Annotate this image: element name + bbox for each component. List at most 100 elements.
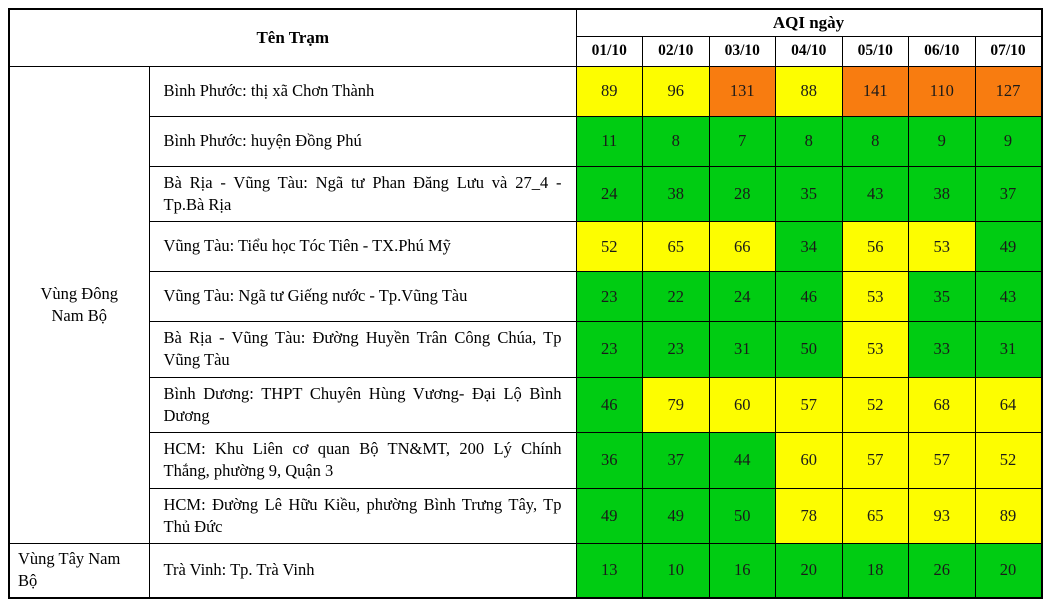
station-name-cell: HCM: Đường Lê Hữu Kiều, phường Bình Trưn… [148, 487, 577, 545]
aqi-value-cell: 11 [575, 115, 644, 167]
date-header-row: 01/10 02/10 03/10 04/10 05/10 06/10 07/10 [9, 35, 1043, 67]
table-row: Bà Rịa - Vũng Tàu: Đường Huyền Trân Công… [9, 321, 1043, 378]
aqi-value-cell: 20 [775, 543, 843, 599]
region-label: Vùng Tây Nam Bộ [18, 549, 121, 591]
aqi-value-cell: 38 [642, 165, 710, 223]
aqi-value-cell: 93 [908, 487, 976, 545]
aqi-value-cell: 53 [841, 271, 910, 323]
aqi-value-cell: 20 [974, 543, 1043, 599]
date-header-01-10: 01/10 [575, 35, 644, 67]
aqi-value-cell: 53 [841, 321, 910, 378]
aqi-value-cell: 8 [642, 115, 710, 167]
date-header-04-10: 04/10 [775, 35, 843, 67]
header-group-row: Tên Trạm AQI ngày [8, 8, 1043, 67]
aqi-value-cell: 49 [642, 487, 710, 545]
station-name-cell: Bình Dương: THPT Chuyên Hùng Vương- Đại … [148, 376, 577, 434]
aqi-value-cell: 9 [974, 115, 1043, 167]
aqi-value-cell: 79 [642, 376, 710, 434]
aqi-value-cell: 53 [908, 221, 976, 273]
aqi-value-cell: 49 [575, 487, 644, 545]
aqi-value-cell: 16 [708, 543, 777, 599]
region-cell: Vùng Tây Nam Bộ [8, 543, 150, 599]
aqi-value-cell: 24 [708, 271, 777, 323]
aqi-value-cell: 28 [708, 165, 777, 223]
aqi-value-cell: 52 [575, 221, 644, 273]
aqi-value-cell: 65 [841, 487, 910, 545]
table-header: Tên Trạm AQI ngày 01/10 02/10 03/10 04/10 05… [8, 8, 1043, 67]
station-name-cell: Vũng Tàu: Tiểu học Tóc Tiên - TX.Phú Mỹ [148, 221, 577, 273]
table-body: Vùng Đông Nam Bộ Bình Phước: thị xã Chơn … [8, 65, 1043, 599]
station-name-cell: Bình Phước: thị xã Chơn Thành [148, 65, 577, 117]
date-header-06-10: 06/10 [908, 35, 976, 67]
aqi-value-cell: 31 [974, 321, 1043, 378]
aqi-value-cell: 44 [708, 432, 777, 489]
aqi-value-cell: 34 [775, 221, 843, 273]
aqi-value-cell: 37 [642, 432, 710, 489]
aqi-value-cell: 65 [642, 221, 710, 273]
aqi-value-cell: 46 [575, 376, 644, 434]
aqi-value-cell: 8 [775, 115, 843, 167]
table-row: Vũng Tàu: Ngã tư Giếng nước - Tp.Vũng Tà… [9, 271, 1043, 323]
aqi-value-cell: 57 [841, 432, 910, 489]
aqi-value-cell: 24 [575, 165, 644, 223]
aqi-value-cell: 96 [642, 65, 710, 117]
aqi-value-cell: 127 [974, 65, 1043, 117]
aqi-value-cell: 66 [708, 221, 777, 273]
aqi-value-cell: 89 [575, 65, 644, 117]
station-name-cell: Bà Rịa - Vũng Tàu: Đường Huyền Trân Công… [148, 321, 577, 378]
aqi-value-cell: 78 [775, 487, 843, 545]
aqi-value-cell: 60 [708, 376, 777, 434]
aqi-value-cell: 8 [841, 115, 910, 167]
table-row: HCM: Khu Liên cơ quan Bộ TN&MT, 200 Lý C… [9, 432, 1043, 489]
aqi-value-cell: 22 [642, 271, 710, 323]
aqi-value-cell: 23 [575, 321, 644, 378]
aqi-value-cell: 52 [974, 432, 1043, 489]
aqi-value-cell: 46 [775, 271, 843, 323]
aqi-value-cell: 50 [708, 487, 777, 545]
aqi-value-cell: 64 [974, 376, 1043, 434]
aqi-value-cell: 23 [642, 321, 710, 378]
aqi-group-header: AQI ngày [575, 8, 1043, 37]
region-label: Vùng Đông Nam Bộ [40, 283, 118, 325]
aqi-value-cell: 52 [841, 376, 910, 434]
aqi-value-cell: 131 [708, 65, 777, 117]
date-header-03-10: 03/10 [708, 35, 777, 67]
date-header-02-10: 02/10 [642, 35, 710, 67]
table-row: Vùng Tây Nam Bộ Trà Vinh: Tp. Trà Vinh 13 1… [8, 543, 1043, 599]
aqi-value-cell: 68 [908, 376, 976, 434]
aqi-value-cell: 89 [974, 487, 1043, 545]
station-name-cell: HCM: Khu Liên cơ quan Bộ TN&MT, 200 Lý C… [148, 432, 577, 489]
date-header-05-10: 05/10 [841, 35, 910, 67]
aqi-value-cell: 37 [974, 165, 1043, 223]
station-name-cell: Trà Vinh: Tp. Trà Vinh [148, 543, 577, 599]
aqi-value-cell: 35 [908, 271, 976, 323]
aqi-value-cell: 10 [642, 543, 710, 599]
aqi-value-cell: 43 [841, 165, 910, 223]
region-cell: Vùng Đông Nam Bộ [8, 65, 150, 545]
table-row: HCM: Đường Lê Hữu Kiều, phường Bình Trưn… [9, 487, 1043, 545]
aqi-value-cell: 13 [575, 543, 644, 599]
aqi-value-cell: 36 [575, 432, 644, 489]
aqi-value-cell: 7 [708, 115, 777, 167]
date-header-07-10: 07/10 [974, 35, 1043, 67]
aqi-value-cell: 33 [908, 321, 976, 378]
aqi-value-cell: 43 [974, 271, 1043, 323]
station-name-cell: Bà Rịa - Vũng Tàu: Ngã tư Phan Đăng Lưu … [148, 165, 577, 223]
table-row: Bình Dương: THPT Chuyên Hùng Vương- Đại … [9, 376, 1043, 434]
aqi-value-cell: 50 [775, 321, 843, 378]
table-row: Bà Rịa - Vũng Tàu: Ngã tư Phan Đăng Lưu … [9, 165, 1043, 223]
station-column-header: Tên Trạm [8, 8, 577, 67]
aqi-value-cell: 26 [908, 543, 976, 599]
aqi-value-cell: 31 [708, 321, 777, 378]
station-name-cell: Vũng Tàu: Ngã tư Giếng nước - Tp.Vũng Tà… [148, 271, 577, 323]
station-name-cell: Bình Phước: huyện Đồng Phú [148, 115, 577, 167]
table-row: Vũng Tàu: Tiểu học Tóc Tiên - TX.Phú Mỹ 5… [9, 221, 1043, 273]
table-row: Bình Phước: huyện Đồng Phú 11 8 7 8 8 9 9 [9, 115, 1043, 167]
aqi-value-cell: 56 [841, 221, 910, 273]
aqi-value-cell: 23 [575, 271, 644, 323]
aqi-value-cell: 9 [908, 115, 976, 167]
table-row: Vùng Đông Nam Bộ Bình Phước: thị xã Chơn … [8, 65, 1043, 545]
aqi-value-cell: 18 [841, 543, 910, 599]
aqi-value-cell: 60 [775, 432, 843, 489]
